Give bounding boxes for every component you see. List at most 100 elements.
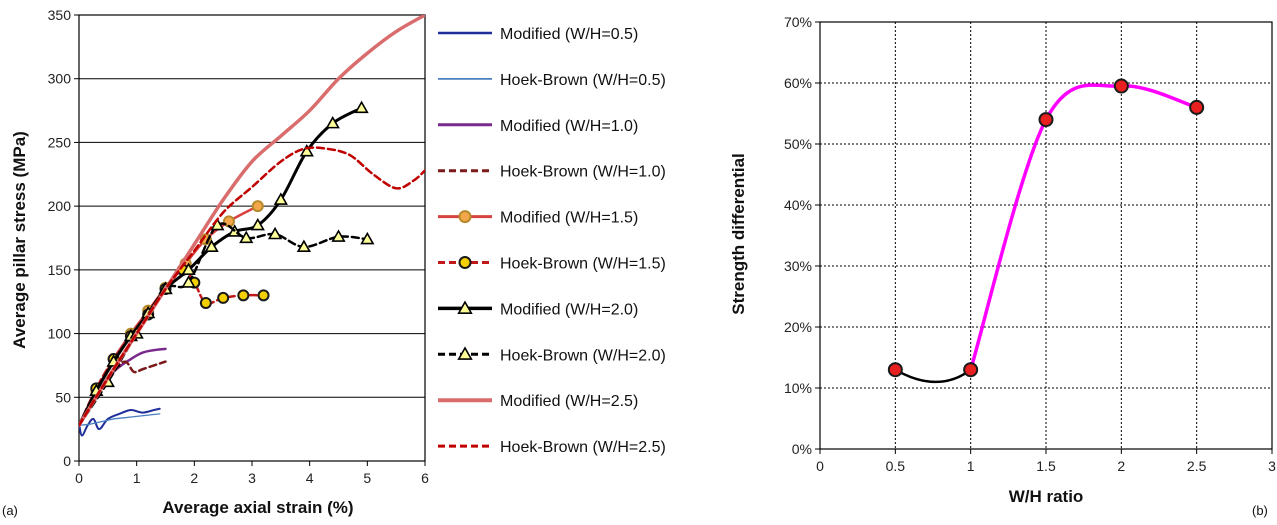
chart-a-data-point — [250, 217, 265, 231]
chart-b-gridlines — [820, 22, 1272, 449]
chart-a-y-tick-label: 100 — [48, 326, 72, 342]
chart-b-series-line-low — [894, 368, 972, 384]
chart-b-data-point — [963, 362, 979, 378]
chart-b-y-tick-label: 30% — [784, 258, 812, 274]
chart-b-x-ticks: 0 0.5 1 1.5 2 2.5 3 — [816, 449, 1276, 474]
chart-a-legend-label: Modified (W/H=1.0) — [500, 118, 638, 135]
chart-b-y-ticks: 0% 10% 20% 30% 40% 50% 60% 70% — [784, 14, 820, 457]
chart-a-y-tick-label: 300 — [48, 71, 72, 87]
chart-a-series-line — [79, 413, 161, 426]
chart-a-data-point — [217, 291, 230, 304]
chart-a-data-point — [239, 230, 254, 244]
chart-b-y-tick-label: 10% — [784, 380, 812, 396]
chart-a-series-8 — [79, 15, 425, 428]
chart-b-x-tick-label: 3 — [1268, 458, 1276, 474]
chart-a-data-point — [296, 239, 312, 253]
chart-a-y-tick-label: 150 — [48, 262, 72, 278]
chart-b-x-tick-label: 1 — [967, 458, 975, 474]
chart-a-legend-item: Hoek-Brown (W/H=1.5) — [438, 256, 666, 273]
chart-a-panel-label: (a) — [2, 503, 18, 518]
chart-b-data-point — [1113, 78, 1129, 94]
chart-a-data-point — [331, 229, 346, 242]
chart-a-series-line — [79, 407, 161, 437]
chart-a-y-tick-label: 0 — [63, 453, 71, 469]
chart-a-series-line — [79, 146, 425, 427]
chart-a-data-point — [354, 100, 369, 114]
chart-b-y-axis-label: Strength differential — [729, 153, 748, 315]
chart-a-legend-label: Modified (W/H=1.5) — [500, 210, 638, 227]
chart-a-legend-label: Hoek-Brown (W/H=1.5) — [500, 256, 666, 273]
chart-a-series-5 — [79, 263, 270, 427]
chart-a-series-6 — [79, 100, 369, 427]
chart-a-legend-marker — [457, 300, 473, 314]
chart-a-y-tick-label: 250 — [48, 134, 72, 150]
chart-b-x-tick-label: 2.5 — [1187, 458, 1207, 474]
chart-a-y-tick-label: 200 — [48, 198, 72, 214]
chart-a-data-point — [273, 192, 288, 205]
chart-a-legend-label: Hoek-Brown (W/H=0.5) — [500, 72, 666, 89]
chart-a-legend-label: Modified (W/H=2.5) — [500, 393, 638, 410]
chart-a-legend-item: Hoek-Brown (W/H=2.0) — [438, 346, 666, 364]
chart-a-legend-item: Hoek-Brown (W/H=2.5) — [438, 439, 666, 456]
chart-a-data-point — [199, 296, 212, 309]
chart-a-series-line — [79, 222, 369, 427]
chart-b-x-tick-label: 0.5 — [886, 458, 906, 474]
chart-a-data-point — [360, 231, 375, 245]
chart-b-panel-label: (b) — [1252, 503, 1268, 518]
chart-a-y-axis-label: Average pillar stress (MPa) — [10, 131, 29, 349]
chart-a-legend-marker — [458, 256, 472, 269]
chart-b-x-tick-label: 2 — [1117, 458, 1125, 474]
chart-a-data-point — [181, 262, 196, 275]
chart-a-legend-item: Hoek-Brown (W/H=0.5) — [438, 72, 666, 89]
chart-a-series-line — [79, 106, 364, 427]
chart-a-data-point — [204, 239, 219, 253]
chart-a-series-line — [79, 204, 260, 427]
chart-a-data-point — [237, 289, 250, 302]
chart-b-series — [887, 78, 1205, 384]
chart-a-x-ticks: 0 1 2 3 4 5 6 — [75, 461, 429, 486]
chart-a: 0 50 100 150 200 250 300 350 0 1 2 3 4 5 6 Average pi… — [2, 7, 666, 518]
chart-a-data-point — [325, 115, 340, 129]
chart-a-legend-label: Hoek-Brown (W/H=1.0) — [500, 164, 666, 181]
chart-a-legend-label: Hoek-Brown (W/H=2.0) — [500, 347, 666, 364]
chart-a-legend-item: Modified (W/H=1.0) — [438, 118, 638, 135]
chart-a-legend: Modified (W/H=0.5) Hoek-Brown (W/H=0.5) Mo… — [438, 26, 666, 456]
chart-b-x-tick-label: 1.5 — [1036, 458, 1056, 474]
chart-a-data-point — [257, 289, 270, 302]
chart-a-series-0 — [79, 407, 161, 437]
chart-a-legend-item: Modified (W/H=2.5) — [438, 393, 638, 410]
chart-a-y-tick-label: 50 — [55, 389, 71, 405]
chart-b-x-tick-label: 0 — [816, 458, 824, 474]
chart-a-legend-marker — [457, 346, 473, 360]
chart-a-legend-label: Hoek-Brown (W/H=2.5) — [500, 439, 666, 456]
chart-b-y-tick-label: 60% — [784, 75, 812, 91]
chart-a-x-tick-label: 6 — [421, 470, 429, 486]
chart-b-x-axis-label: W/H ratio — [1009, 487, 1084, 506]
chart-a-legend-label: Modified (W/H=0.5) — [500, 26, 638, 43]
chart-a-legend-item: Modified (W/H=2.0) — [438, 300, 638, 318]
chart-b-y-tick-label: 50% — [784, 136, 812, 152]
chart-b-y-tick-label: 0% — [792, 441, 812, 457]
chart-a-legend-label: Modified (W/H=2.0) — [500, 301, 638, 318]
chart-a-series-line — [79, 15, 425, 428]
chart-b-series-line-high — [968, 83, 1199, 372]
chart-a-x-tick-label: 5 — [363, 470, 371, 486]
chart-b-data-point — [887, 362, 903, 378]
chart-b-data-point — [1038, 112, 1054, 128]
chart-a-series-1 — [79, 413, 161, 426]
chart-b-y-tick-label: 20% — [784, 319, 812, 335]
chart-a-series-7 — [79, 217, 375, 427]
chart-b: 0% 10% 20% 30% 40% 50% 60% 70% 0 0.5 1 1.5 2 2.5 3 St… — [729, 14, 1276, 518]
chart-a-legend-item: Modified (W/H=0.5) — [438, 26, 638, 43]
chart-a-x-axis-label: Average axial strain (%) — [162, 498, 353, 517]
chart-b-y-tick-label: 70% — [784, 14, 812, 30]
chart-a-data-point — [181, 275, 196, 288]
chart-a-legend-item: Modified (W/H=1.5) — [438, 210, 638, 227]
chart-a-x-tick-label: 1 — [133, 470, 141, 486]
chart-a-x-tick-label: 4 — [306, 470, 314, 486]
chart-a-x-tick-label: 0 — [75, 470, 83, 486]
chart-a-legend-item: Hoek-Brown (W/H=1.0) — [438, 164, 666, 181]
chart-a-series — [79, 15, 425, 437]
